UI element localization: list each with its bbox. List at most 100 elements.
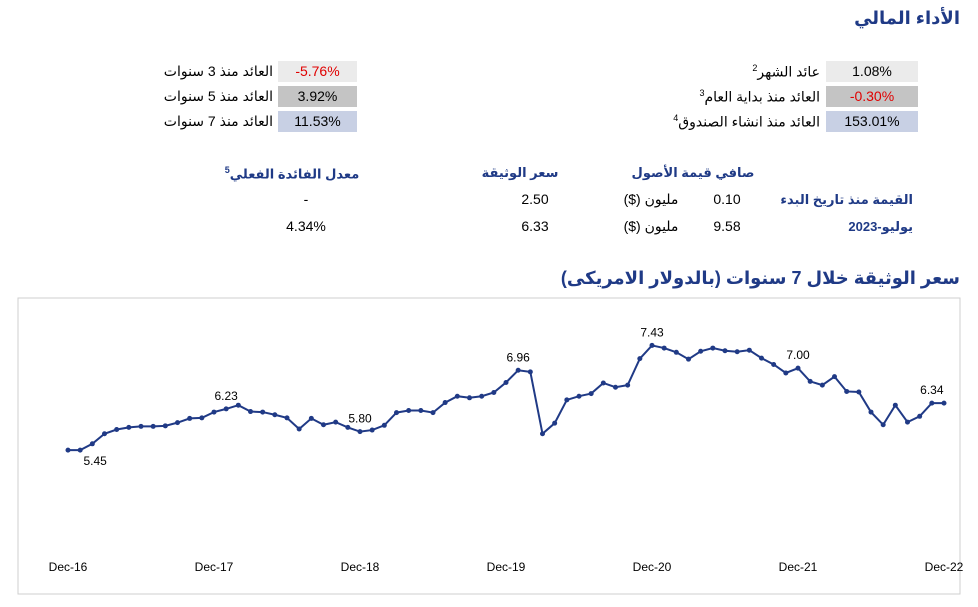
point (467, 395, 472, 401)
point (746, 347, 752, 353)
return-value: -0.30% (826, 86, 918, 107)
x-tick-label: Dec-16 (49, 560, 88, 574)
data-label: 6.23 (214, 389, 238, 403)
point (552, 420, 558, 426)
point (868, 409, 874, 415)
column-header: صافي قيمة الأصول (632, 165, 755, 181)
point (114, 427, 120, 433)
point (819, 382, 825, 388)
point (406, 407, 412, 413)
point (381, 422, 387, 428)
data-label: 5.80 (348, 412, 372, 426)
point (199, 415, 205, 421)
data-label: 7.43 (640, 325, 664, 339)
data-label: 6.34 (920, 383, 944, 397)
footnote-mark: 4 (673, 113, 679, 123)
point (929, 400, 935, 406)
data-label: 6.96 (506, 350, 530, 364)
point (625, 382, 631, 388)
point (527, 369, 533, 375)
point (722, 348, 728, 354)
point (272, 412, 278, 418)
return-value: 11.53% (278, 111, 357, 132)
cell: مليون ($) (623, 218, 679, 234)
point (564, 397, 570, 403)
point (126, 424, 132, 430)
point (771, 361, 777, 367)
point (807, 378, 813, 384)
cell: 2.50 (521, 191, 549, 207)
point (333, 419, 339, 425)
x-tick-label: Dec-21 (779, 560, 818, 574)
point (454, 393, 460, 399)
return-label: العائد منذ بداية العام3 (699, 88, 820, 106)
point (515, 367, 521, 373)
point (260, 409, 266, 415)
point (321, 422, 326, 428)
point (284, 415, 290, 421)
point (600, 380, 606, 386)
point (673, 349, 679, 355)
point (576, 393, 582, 399)
point (783, 370, 789, 376)
return-label: عائد الشهر2 (752, 63, 820, 81)
data-label: 7.00 (786, 348, 810, 362)
label-text: العائد منذ 3 سنوات (163, 63, 273, 79)
point (734, 349, 740, 355)
point (138, 423, 144, 429)
x-tick-label: Dec-19 (487, 560, 526, 574)
cell: 4.34% (286, 218, 326, 234)
point (844, 388, 850, 394)
label-text: سعر الوثيقة (481, 165, 559, 180)
x-tick-label: Dec-22 (925, 560, 964, 574)
label-text: صافي قيمة الأصول (631, 165, 755, 180)
point (430, 410, 436, 416)
point (102, 431, 107, 437)
point (856, 389, 862, 395)
point (795, 365, 801, 371)
return-label: العائد منذ انشاء الصندوق4 (673, 113, 820, 131)
label-text: عائد الشهر (757, 63, 820, 80)
point (479, 393, 485, 399)
footnote-mark: 2 (752, 63, 758, 73)
point (345, 424, 351, 430)
return-value: -5.76% (278, 61, 357, 82)
cell: - (303, 191, 309, 207)
point (65, 447, 71, 453)
point (223, 406, 229, 412)
point (637, 356, 643, 362)
footnote-mark: 5 (224, 165, 230, 175)
point (357, 429, 363, 435)
point (686, 356, 691, 362)
point (150, 423, 156, 429)
point (905, 419, 910, 425)
point (211, 409, 217, 415)
return-value: 153.01% (826, 111, 918, 132)
point (892, 402, 898, 408)
point (588, 391, 594, 397)
chart-frame (17, 297, 961, 595)
point (661, 345, 667, 351)
point (162, 423, 168, 429)
cell: 9.58 (713, 218, 741, 234)
point (880, 422, 886, 428)
point (296, 426, 302, 432)
label-text: العائد منذ انشاء الصندوق (678, 113, 820, 130)
point (187, 415, 193, 421)
footnote-mark: 3 (699, 88, 705, 98)
cell: مليون ($) (623, 191, 679, 207)
point (491, 390, 497, 396)
x-tick-label: Dec-18 (341, 560, 380, 574)
point (77, 447, 83, 453)
row-label: القيمة منذ تاريخ البدء (780, 192, 913, 207)
return-label: العائد منذ 7 سنوات (164, 113, 273, 130)
label-text: العائد منذ بداية العام (704, 88, 820, 105)
cell: 6.33 (521, 218, 549, 234)
point (832, 374, 837, 380)
point (759, 355, 764, 361)
point (649, 342, 655, 348)
point (248, 409, 253, 415)
label-text: معدل الفائدة الفعلي (229, 166, 360, 182)
point (89, 441, 95, 447)
